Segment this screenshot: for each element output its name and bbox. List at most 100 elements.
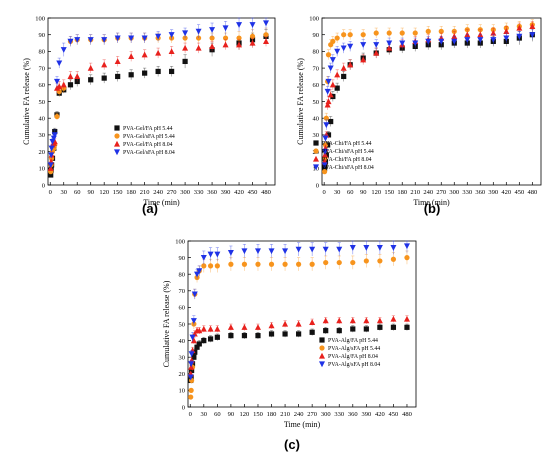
- data-point: [201, 338, 207, 344]
- data-point: [347, 43, 354, 50]
- y-tick-label: 50: [313, 99, 320, 106]
- x-tick-label: 300: [449, 189, 459, 196]
- data-point: [336, 259, 342, 266]
- data-point: [241, 324, 248, 330]
- legend-marker: [313, 164, 319, 171]
- data-point: [349, 317, 356, 324]
- x-tick-label: 420: [234, 189, 244, 196]
- data-point: [214, 263, 220, 269]
- x-tick-label: 390: [221, 189, 231, 196]
- data-point: [268, 322, 275, 329]
- data-point: [322, 135, 329, 142]
- series-4: [47, 17, 270, 169]
- data-point: [74, 73, 81, 80]
- data-point: [328, 118, 334, 125]
- y-tick-label: 10: [179, 388, 186, 395]
- data-point: [249, 33, 256, 39]
- data-point: [376, 317, 383, 324]
- data-point: [324, 88, 331, 95]
- data-point: [101, 61, 108, 68]
- y-tick-label: 70: [179, 288, 186, 295]
- x-tick-label: 330: [462, 189, 472, 196]
- x-tick-label: 60: [214, 411, 221, 418]
- data-point: [516, 24, 523, 31]
- data-point: [48, 152, 55, 159]
- data-point: [322, 317, 329, 324]
- y-tick-label: 60: [313, 82, 320, 89]
- data-point: [412, 40, 419, 47]
- data-point: [377, 324, 383, 330]
- data-point: [207, 263, 214, 269]
- data-point: [399, 40, 406, 47]
- y-tick-label: 60: [39, 82, 46, 89]
- y-tick-label: 90: [39, 32, 46, 39]
- legend-label: PVA-Alg/sFA pH 8.04: [328, 362, 380, 368]
- data-point: [249, 22, 256, 28]
- data-point: [403, 243, 410, 250]
- data-point: [268, 261, 275, 267]
- data-point: [227, 250, 234, 256]
- x-tick-label: 270: [167, 189, 177, 196]
- data-point: [404, 324, 410, 330]
- data-point: [360, 32, 366, 38]
- data-point: [50, 135, 57, 142]
- y-tick-label: 70: [39, 65, 46, 72]
- data-point: [67, 82, 74, 88]
- data-point: [322, 149, 329, 155]
- data-point: [189, 334, 196, 341]
- x-tick-label: 300: [321, 411, 331, 418]
- data-point: [195, 28, 202, 35]
- data-point: [438, 38, 445, 45]
- data-point: [87, 37, 94, 43]
- legend-marker: [114, 125, 120, 131]
- data-point: [503, 35, 510, 42]
- data-point: [282, 261, 288, 267]
- legend-label: PVA-Chi/sFA pH 5.44: [322, 149, 374, 155]
- data-point: [296, 261, 302, 267]
- data-point: [196, 327, 203, 334]
- data-point: [336, 328, 342, 334]
- series-4: [187, 240, 410, 381]
- data-point: [182, 58, 188, 65]
- data-point: [88, 77, 94, 83]
- data-point: [323, 115, 329, 121]
- data-point: [477, 37, 484, 43]
- data-point: [60, 81, 67, 88]
- data-point: [325, 78, 332, 85]
- legend: PVA-Alg/FA pH 5.44 PVA-Alg/sFA pH 5.44 PVA…: [319, 337, 380, 368]
- data-point: [194, 271, 201, 278]
- data-point: [115, 73, 121, 80]
- data-point: [196, 268, 203, 275]
- x-tick-label: 0: [49, 189, 52, 196]
- data-point: [329, 57, 336, 63]
- series-3: [187, 315, 410, 377]
- legend-marker: [313, 155, 319, 162]
- x-tick-label: 300: [180, 189, 190, 196]
- data-point: [263, 32, 269, 38]
- data-point: [340, 45, 347, 52]
- x-tick-label: 210: [410, 189, 420, 196]
- data-point: [222, 25, 229, 32]
- legend-marker: [313, 148, 319, 154]
- data-point: [209, 35, 215, 41]
- y-tick-label: 90: [313, 32, 320, 39]
- data-point: [334, 48, 341, 55]
- data-point: [336, 246, 343, 253]
- legend-marker: [319, 345, 325, 351]
- data-point: [268, 331, 275, 337]
- data-point: [194, 344, 200, 350]
- data-point: [350, 326, 356, 332]
- data-point: [282, 320, 289, 327]
- data-point: [373, 30, 379, 36]
- x-tick-label: 330: [334, 411, 344, 418]
- data-point: [190, 318, 197, 324]
- data-point: [249, 39, 256, 46]
- y-tick-label: 30: [313, 132, 320, 139]
- legend-label: PVA-Chi/FA pH 8.04: [322, 157, 372, 163]
- data-point: [188, 361, 195, 368]
- data-point: [309, 261, 315, 267]
- data-point: [207, 336, 214, 342]
- y-tick-label: 30: [39, 132, 46, 139]
- data-point: [182, 44, 189, 51]
- data-point: [48, 172, 54, 178]
